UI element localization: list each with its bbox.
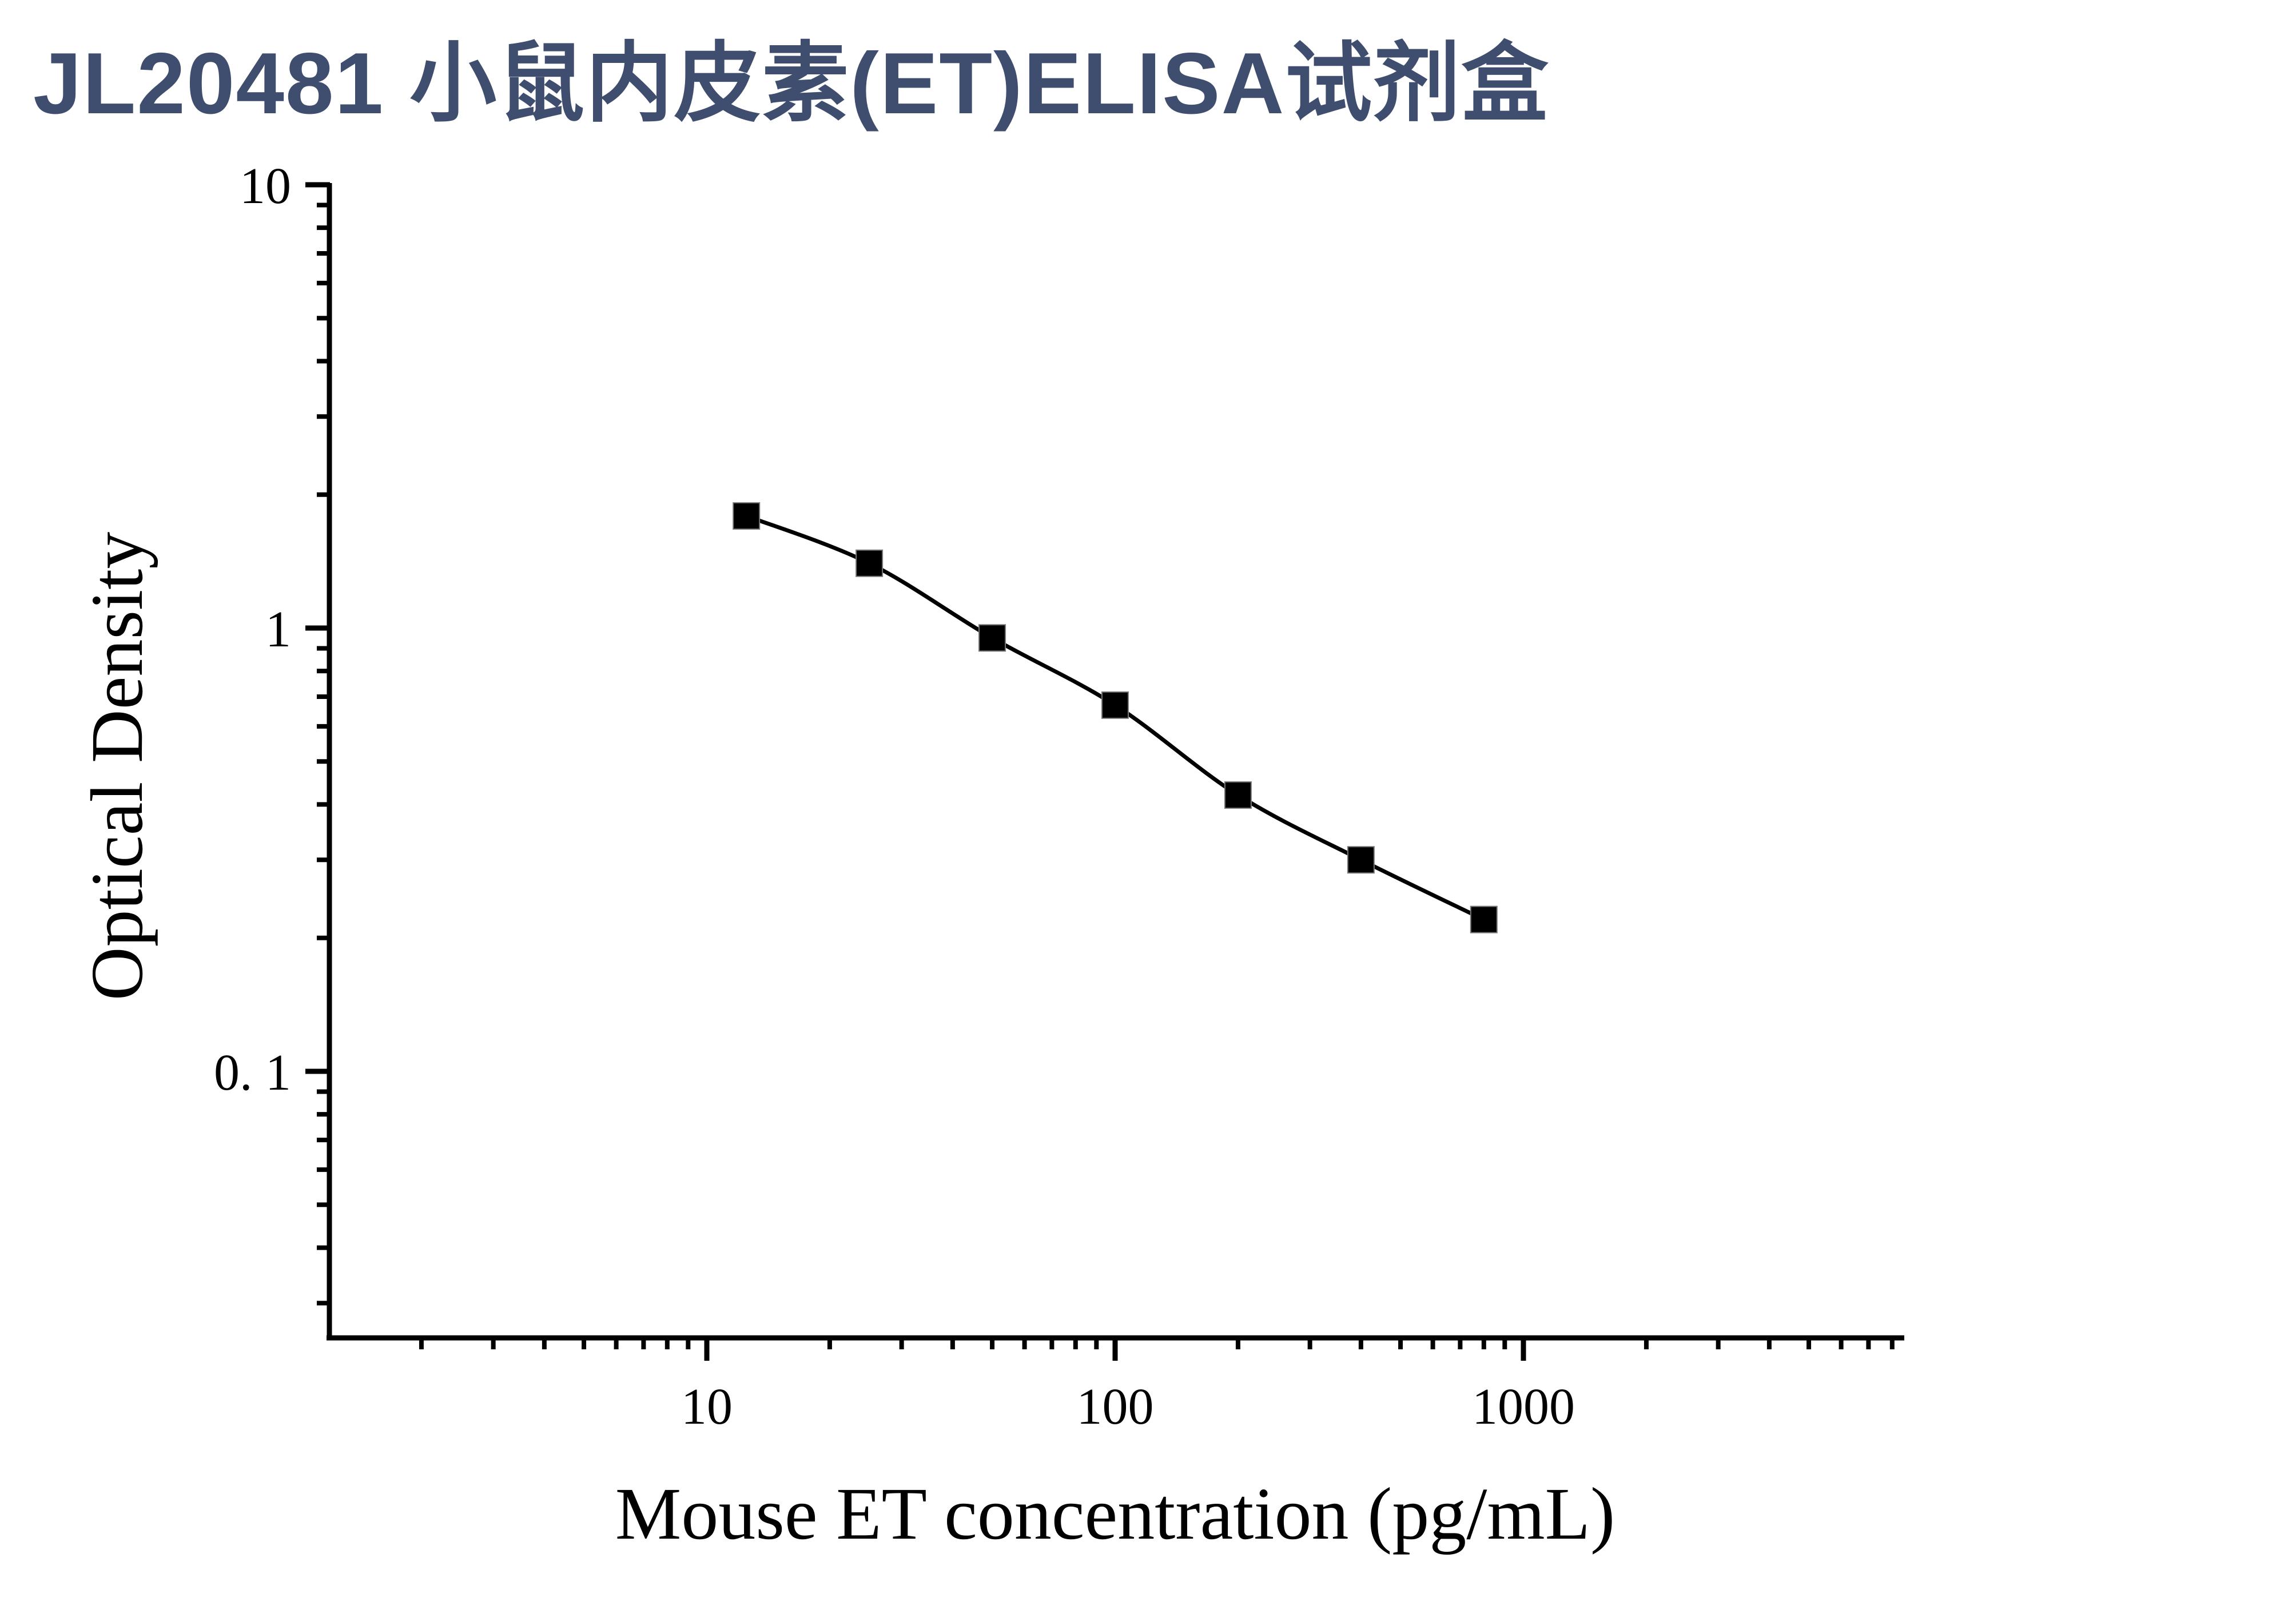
x-tick-label: 100	[1077, 1378, 1154, 1435]
data-point-marker	[733, 502, 761, 530]
data-point-marker	[1347, 846, 1375, 874]
x-axis-label: Mouse ET concentration (pg/mL)	[615, 1473, 1615, 1555]
chart-title: JL20481 小鼠内皮素(ET)ELISA试剂盒	[33, 35, 1550, 132]
y-axis-label: Optical Density	[76, 532, 158, 1001]
x-tick-label: 1000	[1472, 1378, 1575, 1435]
data-point-marker	[1101, 691, 1129, 719]
y-tick-label: 1	[265, 601, 291, 658]
y-tick-label: 10	[240, 158, 291, 214]
data-point-marker	[855, 549, 884, 577]
data-point-marker	[1470, 905, 1498, 933]
x-tick-label: 10	[681, 1378, 733, 1435]
data-point-marker	[1224, 781, 1252, 809]
data-point-marker	[978, 624, 1006, 652]
y-tick-label: 0. 1	[214, 1044, 291, 1101]
